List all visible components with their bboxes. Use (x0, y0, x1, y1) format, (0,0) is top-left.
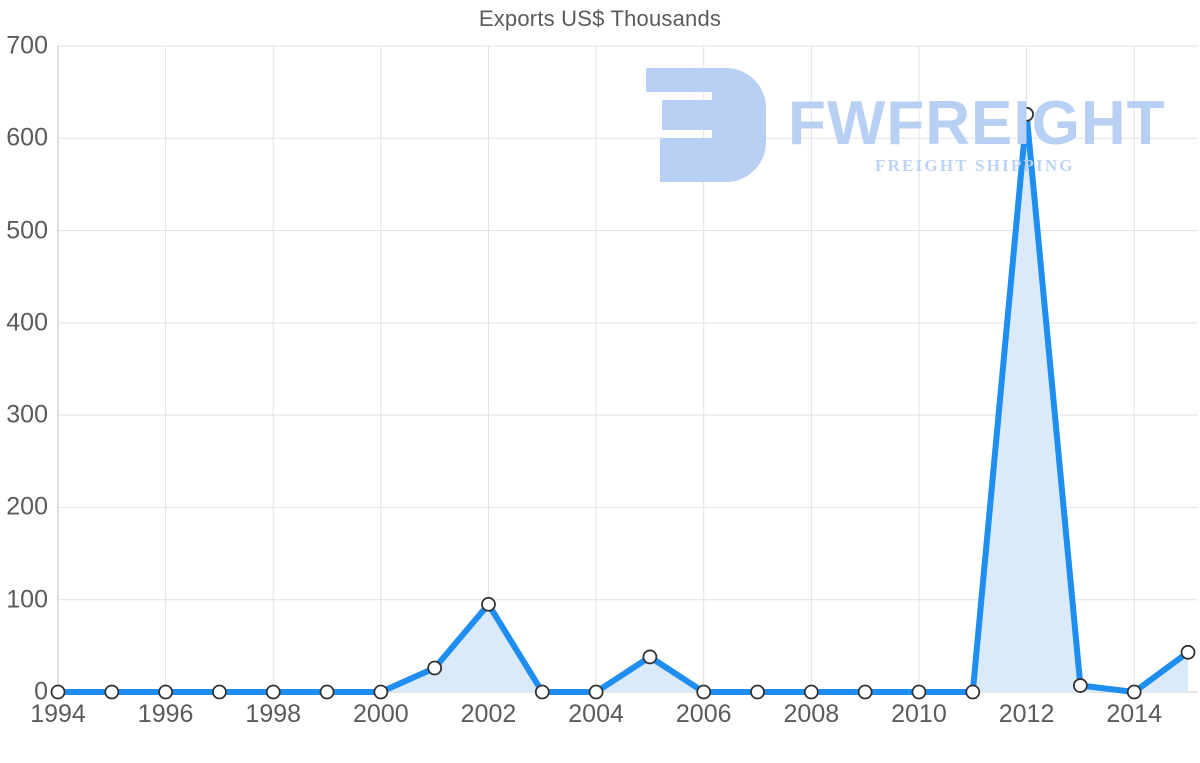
data-point-marker[interactable] (803, 684, 819, 700)
data-point-marker[interactable] (212, 684, 227, 700)
data-point-marker[interactable] (104, 684, 120, 700)
series-markers (50, 106, 1196, 700)
data-point-marker[interactable] (911, 684, 927, 700)
data-point-marker[interactable] (642, 649, 658, 665)
data-point-marker[interactable] (588, 684, 604, 700)
data-point-marker[interactable] (373, 684, 389, 700)
data-point-marker[interactable] (427, 660, 443, 676)
data-point-marker[interactable] (750, 684, 765, 700)
data-point-marker[interactable] (696, 684, 712, 700)
data-point-marker[interactable] (1019, 106, 1034, 122)
data-point-marker[interactable] (965, 684, 981, 700)
data-point-marker[interactable] (319, 684, 335, 700)
data-point-marker[interactable] (1072, 678, 1088, 693)
data-point-marker[interactable] (50, 684, 66, 700)
series-line (55, 111, 1191, 695)
data-point-marker[interactable] (857, 684, 873, 700)
data-point-marker[interactable] (1180, 644, 1196, 660)
data-point-marker[interactable] (265, 684, 281, 700)
chart-title: Exports US$ Thousands (478, 6, 722, 31)
data-point-marker[interactable] (534, 684, 550, 700)
data-point-marker[interactable] (1126, 684, 1142, 700)
data-point-marker[interactable] (158, 684, 174, 700)
data-point-marker[interactable] (481, 596, 496, 612)
